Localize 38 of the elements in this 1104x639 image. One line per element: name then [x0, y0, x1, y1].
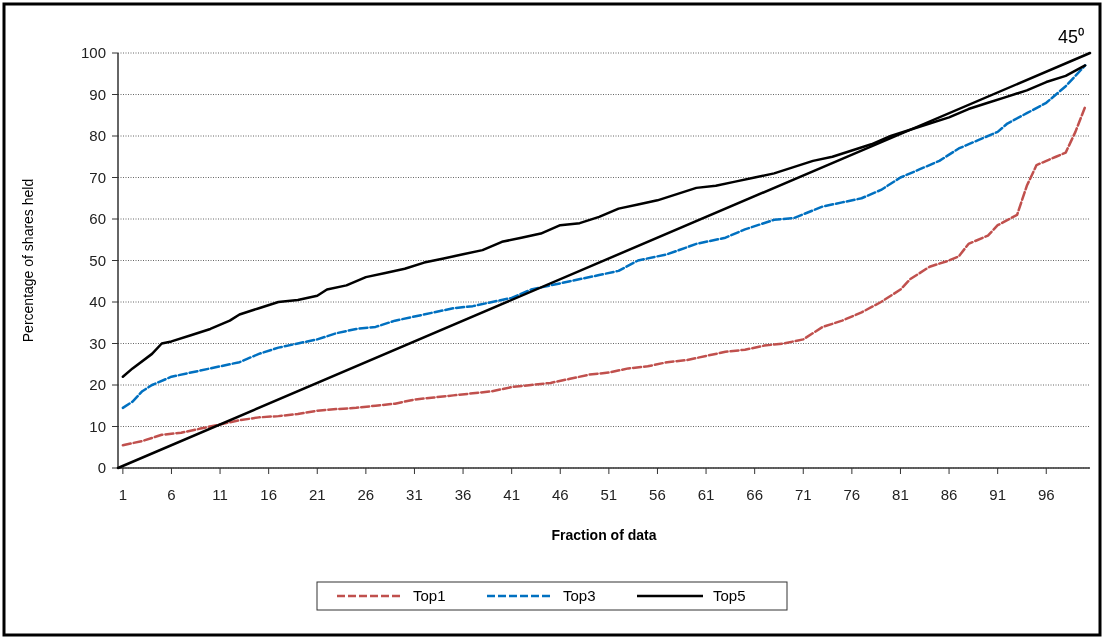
x-axis-title: Fraction of data [551, 527, 657, 543]
line-series [121, 105, 1087, 447]
x-tick-label: 96 [1037, 486, 1055, 503]
x-tick-label: 61 [697, 486, 715, 503]
x-tick-label: 26 [357, 486, 375, 503]
x-tick-label: 91 [989, 486, 1006, 503]
y-tick-label: 80 [89, 127, 106, 145]
y-tick-label: 40 [89, 293, 106, 311]
legend-label: Top3 [563, 587, 596, 605]
legend-label: Top5 [713, 587, 746, 605]
x-tick-label: 51 [600, 486, 618, 503]
x-tick-label: 46 [551, 486, 569, 503]
x-tick-label: 71 [794, 486, 812, 503]
y-tick-label: 0 [97, 459, 106, 477]
x-tick-label: 31 [406, 486, 423, 503]
x-tick-label: 21 [308, 486, 326, 503]
y-tick-label: 60 [89, 210, 106, 228]
y-tick-label: 70 [89, 168, 106, 186]
y-axis-title: Percentage of shares held [19, 178, 36, 343]
legend-label: Top1 [413, 587, 446, 605]
y-tick-label: 10 [89, 417, 106, 435]
x-tick-label: 86 [940, 486, 958, 503]
x-tick-label: 16 [260, 486, 277, 503]
x-tick-label: 66 [746, 486, 763, 503]
y-tick-label: 20 [89, 376, 106, 394]
x-tick-label: 1 [118, 486, 128, 503]
x-tick-label: 81 [892, 486, 909, 503]
y-tick-label: 50 [89, 251, 106, 269]
y-tick-label: 90 [89, 85, 106, 103]
y-tick-label: 30 [89, 334, 106, 352]
x-tick-label: 36 [454, 486, 472, 503]
annotation: 45⁰ [1057, 27, 1084, 47]
x-tick-label: 76 [843, 486, 861, 503]
x-tick-label: 56 [649, 486, 666, 503]
x-tick-label: 11 [212, 486, 228, 503]
x-tick-label: 41 [503, 486, 520, 503]
y-tick-label: 100 [80, 44, 106, 62]
x-tick-label: 6 [167, 486, 176, 503]
